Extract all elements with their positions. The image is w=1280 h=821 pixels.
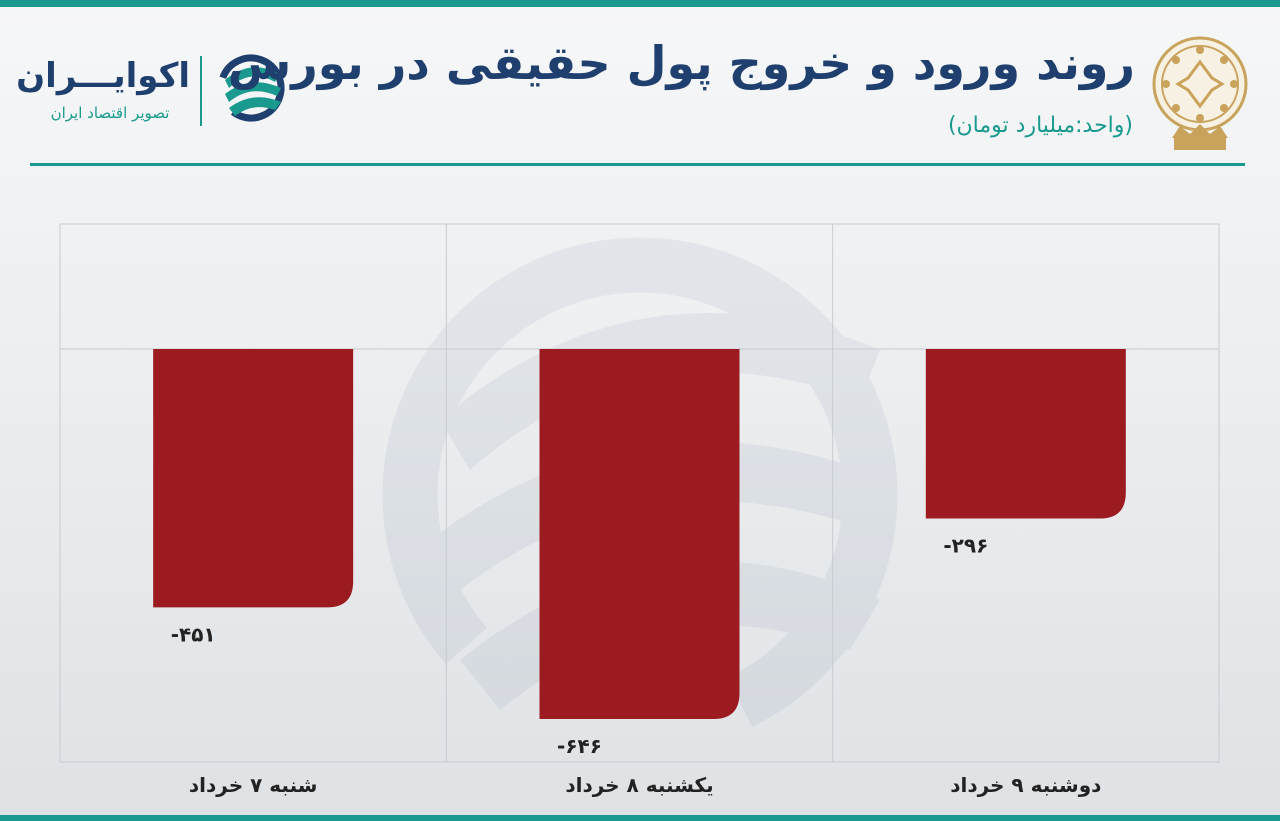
bottom-accent-bar: [0, 815, 1280, 821]
category-label: دوشنبه ۹ خرداد: [950, 773, 1101, 797]
page-subtitle: (واحد:میلیارد تومان): [947, 113, 1133, 138]
brand-separator: [200, 56, 202, 126]
category-label-group: دوشنبه ۹ خرداد یکشنبه ۸ خرداد شنبه ۷ خرداد: [189, 773, 1102, 797]
plot-frame: [59, 223, 1220, 763]
bar: [539, 349, 740, 719]
category-label: یکشنبه ۸ خرداد: [565, 773, 713, 797]
brand-logo-icon: [217, 54, 285, 122]
brand-name: اکوایـــران: [16, 56, 190, 96]
header-divider: [30, 163, 1245, 166]
page-title: روند ورود و خروج پول حقیقی در بورس: [227, 36, 1135, 90]
category-label: شنبه ۷ خرداد: [189, 773, 318, 797]
data-label: -۴۵۱: [171, 622, 216, 646]
top-accent-bar: [0, 0, 1280, 7]
bar: [925, 349, 1126, 519]
data-label: -۲۹۶: [943, 534, 988, 558]
stock-exchange-emblem-icon: [1152, 36, 1248, 150]
brand-block: اکوایـــران تصویر اقتصاد ایران: [16, 50, 300, 130]
brand-tagline: تصویر اقتصاد ایران: [50, 104, 170, 122]
data-label: -۶۴۶: [557, 734, 602, 758]
bar-group: [153, 349, 1126, 719]
data-label-group: -۲۹۶ -۶۴۶ -۴۵۱: [171, 534, 989, 758]
bar: [153, 349, 354, 608]
